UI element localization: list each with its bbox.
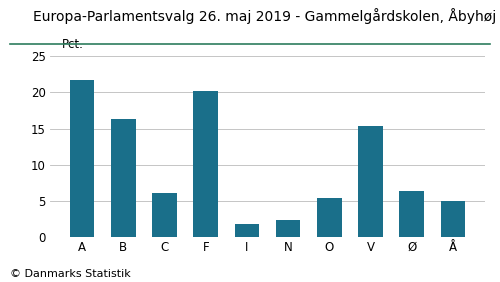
Bar xyxy=(276,220,300,237)
Bar xyxy=(440,201,465,237)
Bar xyxy=(234,224,260,237)
Bar xyxy=(194,91,218,237)
Bar xyxy=(400,191,424,237)
Text: © Danmarks Statistik: © Danmarks Statistik xyxy=(10,269,131,279)
Bar xyxy=(70,80,94,237)
Bar xyxy=(111,119,136,237)
Text: Europa-Parlamentsvalg 26. maj 2019 - Gammelgårdskolen, Åbyhøj: Europa-Parlamentsvalg 26. maj 2019 - Gam… xyxy=(34,8,496,25)
Bar xyxy=(358,126,383,237)
Bar xyxy=(152,193,177,237)
Text: Pct.: Pct. xyxy=(62,38,84,51)
Bar xyxy=(317,198,342,237)
